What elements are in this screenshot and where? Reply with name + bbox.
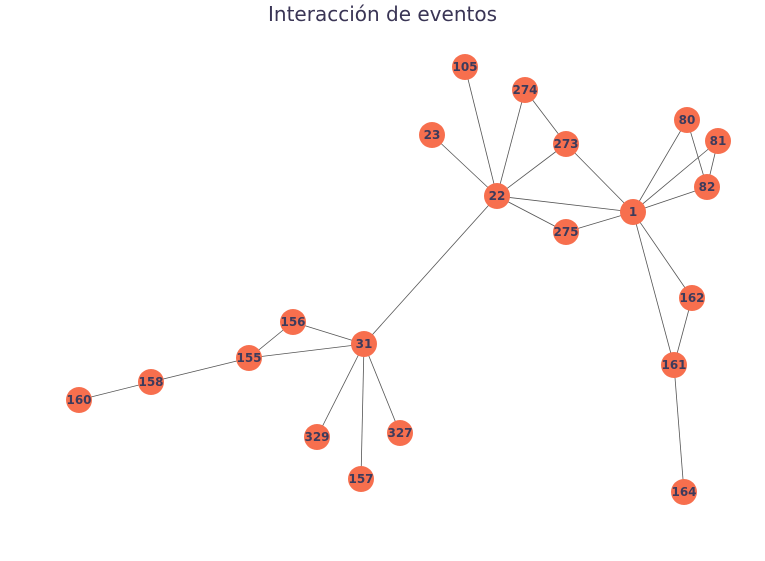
node-label-327: 327 (387, 426, 412, 440)
node-158: 158 (138, 369, 164, 395)
node-156: 156 (280, 309, 306, 335)
node-157: 157 (348, 466, 374, 492)
edge-80-1 (633, 120, 687, 212)
node-162: 162 (679, 285, 705, 311)
node-161: 161 (661, 352, 687, 378)
node-label-156: 156 (280, 315, 305, 329)
node-82: 82 (694, 174, 720, 200)
edge-1-161 (633, 212, 674, 365)
edge-31-157 (361, 344, 364, 479)
node-label-22: 22 (489, 189, 506, 203)
node-label-82: 82 (699, 180, 716, 194)
edge-22-1 (497, 196, 633, 212)
edge-31-327 (364, 344, 400, 433)
edge-31-329 (317, 344, 364, 437)
node-label-157: 157 (348, 472, 373, 486)
node-label-273: 273 (553, 137, 578, 151)
node-label-274: 274 (512, 83, 537, 97)
node-label-158: 158 (138, 375, 163, 389)
edge-23-22 (432, 135, 497, 196)
node-160: 160 (66, 387, 92, 413)
edge-22-31 (364, 196, 497, 344)
node-81: 81 (705, 128, 731, 154)
node-327: 327 (387, 420, 413, 446)
node-label-155: 155 (236, 351, 261, 365)
node-31: 31 (351, 331, 377, 357)
node-label-31: 31 (356, 337, 373, 351)
node-22: 22 (484, 183, 510, 209)
node-164: 164 (671, 479, 697, 505)
node-label-275: 275 (553, 225, 578, 239)
node-275: 275 (553, 219, 579, 245)
node-274: 274 (512, 77, 538, 103)
node-label-23: 23 (424, 128, 441, 142)
node-layer: 105 274 23 273 80 81 22 82 1 275 162 156 31 155 161 158… (66, 54, 731, 505)
node-label-329: 329 (304, 430, 329, 444)
edge-273-1 (566, 144, 633, 212)
node-label-1: 1 (629, 205, 637, 219)
node-273: 273 (553, 131, 579, 157)
node-label-161: 161 (661, 358, 686, 372)
node-1: 1 (620, 199, 646, 225)
edge-155-158 (151, 358, 249, 382)
node-label-105: 105 (452, 60, 477, 74)
node-80: 80 (674, 107, 700, 133)
node-155: 155 (236, 345, 262, 371)
edge-105-22 (465, 67, 497, 196)
edge-161-164 (674, 365, 684, 492)
node-label-162: 162 (679, 291, 704, 305)
node-label-164: 164 (671, 485, 696, 499)
edge-274-22 (497, 90, 525, 196)
node-329: 329 (304, 424, 330, 450)
node-label-80: 80 (679, 113, 696, 127)
chart-title: Interacción de eventos (0, 2, 765, 26)
node-label-81: 81 (710, 134, 727, 148)
edge-31-155 (249, 344, 364, 358)
edge-1-162 (633, 212, 692, 298)
node-label-160: 160 (66, 393, 91, 407)
node-23: 23 (419, 122, 445, 148)
node-105: 105 (452, 54, 478, 80)
